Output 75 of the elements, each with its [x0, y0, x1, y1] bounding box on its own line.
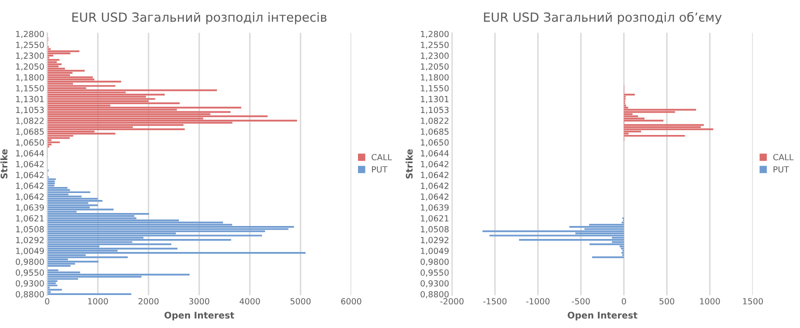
- y-tick-label: 1,2800: [420, 30, 449, 38]
- y-tick-label: 0,8800: [420, 291, 449, 298]
- legend-label: CALL: [773, 154, 794, 160]
- y-tick-label: 1,0049: [16, 248, 44, 255]
- y-tick-label: 1,0642: [16, 160, 44, 168]
- y-tick-label: 0,9300: [16, 280, 44, 288]
- legend-label: PUT: [774, 166, 790, 173]
- y-tick-label: 1,1301: [16, 96, 44, 104]
- y-tick-label: 1,0642: [16, 182, 44, 190]
- y-tick-label: 1,0685: [16, 128, 44, 136]
- y-tick-label: 1,0642: [420, 160, 448, 168]
- legend-label: CALL: [372, 154, 392, 160]
- y-tick-label: 0,9300: [420, 280, 449, 288]
- y-tick-label: 1,2050: [16, 63, 44, 71]
- y-tick-label: 1,0644: [420, 150, 449, 158]
- y-tick-label: 1,0642: [16, 194, 44, 201]
- y-tick-label: 1,0292: [16, 236, 44, 244]
- x-tick-label: 1500: [743, 298, 763, 304]
- y-tick-label: 1,1053: [420, 106, 449, 114]
- y-tick-label: 1,2550: [420, 42, 449, 49]
- y-tick-label: 1,0508: [16, 226, 44, 234]
- x-axis-title: Open Interest: [568, 312, 638, 320]
- y-tick-label: 1,0650: [420, 139, 449, 146]
- y-tick-label: 0,8800: [16, 291, 44, 298]
- y-tick-label: 1,0644: [16, 150, 44, 158]
- y-tick-label: 1,0650: [16, 139, 44, 146]
- x-tick-label: 4000: [240, 298, 260, 304]
- x-tick-label: 6000: [341, 298, 362, 304]
- x-tick-label: -2000: [440, 298, 464, 304]
- y-tick-label: 1,1800: [16, 74, 44, 82]
- y-tick-label: 1,2050: [420, 63, 449, 71]
- y-tick-label: 1,0642: [420, 172, 448, 179]
- y-tick-label: 1,0822: [420, 118, 448, 125]
- x-tick-label: 0: [622, 298, 626, 304]
- chart-title: EUR USD Загальний розподіл інтересів: [72, 12, 327, 24]
- y-tick-label: 0,9800: [420, 258, 449, 266]
- x-tick-label: -500: [572, 298, 590, 304]
- y-tick-label: 0,9550: [420, 269, 449, 277]
- y-tick-label: 1,0822: [16, 118, 44, 125]
- y-tick-label: 1,2300: [420, 52, 449, 60]
- y-tick-label: 1,1053: [16, 106, 44, 114]
- y-tick-label: 1,0639: [16, 204, 44, 212]
- x-tick-label: 0: [45, 298, 50, 304]
- y-tick-label: 1,0621: [420, 215, 448, 222]
- y-tick-label: 0,9800: [16, 258, 44, 266]
- y-tick-label: 1,0292: [420, 236, 448, 244]
- y-tick-label: 1,0642: [420, 182, 448, 190]
- y-tick-label: 1,2550: [16, 42, 44, 49]
- x-tick-label: 1000: [700, 298, 720, 304]
- x-tick-label: 500: [660, 298, 674, 304]
- y-axis-title: Strike: [0, 149, 8, 178]
- x-tick-label: 3000: [189, 298, 210, 304]
- y-tick-label: 1,0621: [16, 215, 44, 222]
- y-tick-label: 1,1550: [16, 85, 44, 92]
- y-tick-label: 0,9550: [16, 269, 44, 277]
- y-tick-label: 1,0639: [420, 204, 449, 212]
- x-tick-label: -1500: [483, 298, 507, 304]
- y-tick-label: 1,0685: [420, 128, 448, 136]
- y-tick-label: 1,0642: [420, 194, 448, 201]
- y-tick-label: 1,0049: [420, 248, 449, 255]
- y-tick-label: 1,1800: [420, 74, 449, 82]
- x-tick-label: -1000: [526, 298, 550, 304]
- y-tick-label: 1,1301: [420, 96, 448, 104]
- x-tick-label: 2000: [138, 298, 159, 304]
- x-axis-title: Open Interest: [164, 312, 234, 320]
- y-tick-label: 1,1550: [420, 85, 449, 92]
- y-tick-label: 1,2300: [16, 52, 44, 60]
- x-tick-label: 5000: [290, 298, 311, 304]
- y-tick-label: 1,0642: [16, 172, 44, 179]
- y-tick-label: 1,2800: [16, 30, 44, 38]
- y-axis-title: Strike: [406, 149, 413, 178]
- y-tick-label: 1,0508: [420, 226, 449, 234]
- x-tick-label: 1000: [88, 298, 108, 304]
- legend-label: PUT: [372, 166, 388, 173]
- chart-title: EUR USD Загальний розподіл об’єму: [484, 12, 722, 24]
